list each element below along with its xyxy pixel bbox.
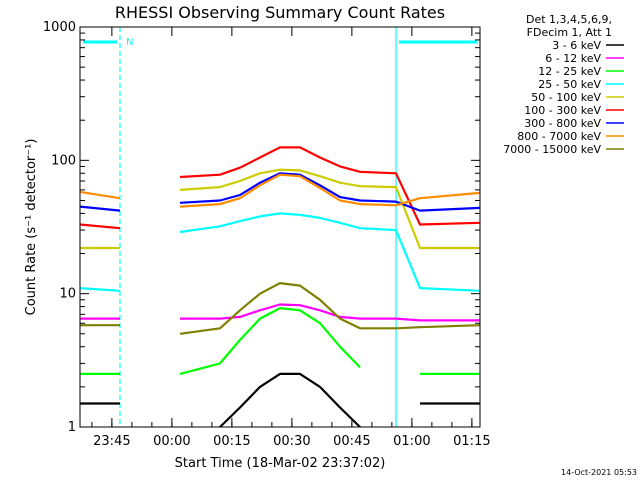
x-tick-label: 01:15 (453, 434, 490, 449)
x-tick-label: 00:00 (153, 434, 190, 449)
series-line-6 (79, 172, 481, 212)
series-line-8 (80, 282, 481, 335)
x-axis-label: Start Time (18-Mar-02 23:37:02) (175, 456, 386, 471)
x-tick-label: 00:45 (333, 434, 370, 449)
series-line-2 (80, 307, 480, 375)
plot-area: N (79, 27, 481, 428)
legend-label: 50 - 100 keV (531, 91, 601, 104)
chart-title: RHESSI Observing Summary Count Rates (115, 3, 445, 22)
legend-label: 300 - 800 keV (524, 117, 601, 130)
x-tick-label: 00:30 (273, 434, 310, 449)
legend-label: 12 - 25 keV (538, 65, 601, 78)
legend-header: FDecim 1, Att 1 (527, 26, 612, 39)
legend-label: 100 - 300 keV (524, 104, 601, 117)
legend-header: Det 1,3,4,5,6,9, (526, 13, 612, 26)
y-tick-label: 100 (51, 153, 76, 168)
series-line-4 (80, 168, 480, 250)
interval-marker: N (126, 37, 133, 48)
y-axis-label: Count Rate (s⁻¹ detector⁻¹) (24, 139, 39, 316)
legend-label: 3 - 6 keV (552, 39, 601, 52)
legend-label: 25 - 50 keV (538, 78, 601, 91)
legend-label: 6 - 12 keV (545, 52, 601, 65)
axis-ticks: 1 10 100 1000 23:45 00:00 00:15 00:30 00:45 01:00… (43, 20, 491, 449)
series-line-3 (79, 212, 481, 292)
series-line-1 (80, 303, 480, 322)
x-tick-label: 01:00 (393, 434, 430, 449)
series-line-0 (80, 372, 480, 428)
timestamp: 14-Oct-2021 05:53 (561, 468, 637, 477)
x-tick-label: 23:45 (93, 434, 130, 449)
plot-frame (79, 26, 481, 428)
y-tick-label: 1000 (43, 20, 76, 35)
legend: Det 1,3,4,5,6,9,FDecim 1, Att 13 - 6 keV… (503, 13, 624, 156)
y-tick-label: 10 (59, 287, 76, 302)
y-tick-label: 1 (68, 420, 76, 435)
legend-label: 7000 - 15000 keV (503, 143, 601, 156)
x-tick-label: 00:15 (213, 434, 250, 449)
series-line-5 (79, 146, 481, 230)
legend-label: 800 - 7000 keV (517, 130, 601, 143)
series-line-7 (79, 173, 481, 208)
